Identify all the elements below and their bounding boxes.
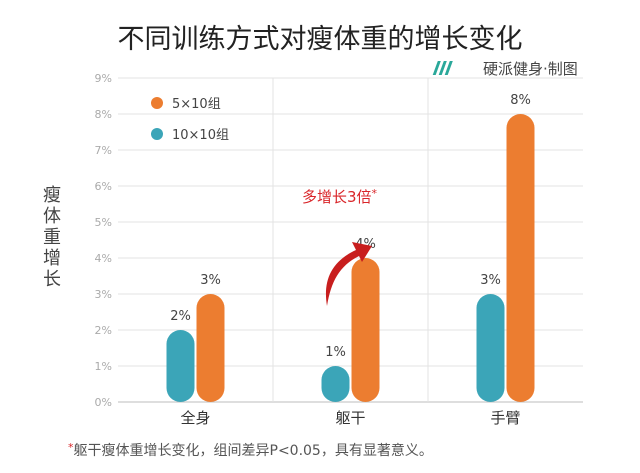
data-label: 2%: [170, 309, 191, 324]
footnote: *躯干瘦体重增长变化，组间差异P<0.05，具有显著意义。: [68, 441, 433, 459]
bar: [166, 330, 195, 402]
x-tick-label: 全身: [180, 409, 210, 427]
y-tick-label: 9%: [95, 72, 112, 85]
x-tick-label: 手臂: [490, 409, 520, 427]
data-label: 8%: [510, 93, 531, 108]
legend-label: 10×10组: [172, 128, 229, 143]
bar: [351, 258, 380, 402]
annotation-arrow-icon: [325, 242, 372, 306]
y-axis-label-char: 重: [43, 227, 61, 248]
credit-logo-icon: [432, 61, 453, 75]
y-tick-label: 1%: [95, 360, 112, 373]
y-tick-label: 4%: [95, 252, 112, 265]
legend: 5×10组 10×10组: [151, 97, 229, 143]
y-axis-label: 瘦体重增长: [43, 185, 61, 290]
y-axis-label-char: 体: [43, 206, 61, 227]
y-tick-label: 5%: [95, 216, 112, 229]
x-tick-label: 躯干: [335, 409, 365, 427]
y-tick-label: 8%: [95, 108, 112, 121]
bar: [476, 294, 505, 402]
data-label: 1%: [325, 345, 346, 360]
grid-lines: [118, 77, 583, 403]
bar: [506, 114, 535, 402]
y-axis-label-char: 增: [43, 248, 61, 269]
y-tick-labels: 0% 1% 2% 3% 4% 5% 6% 7% 8% 9%: [95, 72, 112, 409]
bar: [321, 366, 350, 402]
y-tick-label: 3%: [95, 288, 112, 301]
x-tick-labels: 全身 躯干 手臂: [180, 409, 520, 427]
y-tick-label: 0%: [95, 396, 112, 409]
data-label: 3%: [200, 273, 221, 288]
annotation-text: 多增长3倍*: [302, 187, 378, 206]
y-axis-label-char: 长: [43, 269, 61, 290]
annotation: 多增长3倍*: [302, 187, 378, 306]
legend-swatch: [151, 97, 163, 109]
bar: [196, 294, 225, 402]
y-tick-label: 6%: [95, 180, 112, 193]
y-axis-label-char: 瘦: [43, 185, 61, 206]
chart-title: 不同训练方式对瘦体重的增长变化: [118, 24, 523, 55]
y-tick-label: 7%: [95, 144, 112, 157]
legend-swatch: [151, 128, 163, 140]
y-tick-label: 2%: [95, 324, 112, 337]
data-labels: 2%3%1%4%3%8%: [170, 93, 531, 360]
credit-text: 硬派健身·制图: [483, 60, 578, 78]
legend-label: 5×10组: [172, 97, 221, 112]
bars: [166, 114, 535, 402]
data-label: 3%: [480, 273, 501, 288]
